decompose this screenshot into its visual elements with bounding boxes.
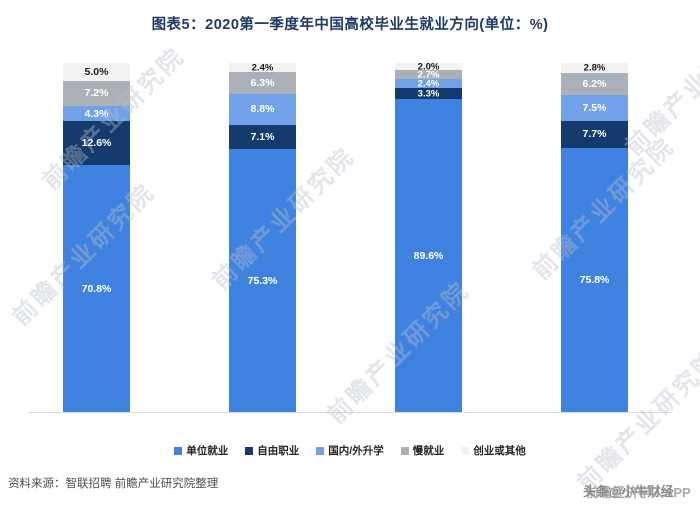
legend-swatch-icon — [461, 446, 470, 455]
value-label: 70.8% — [81, 283, 112, 296]
segment-慢就业: 6.3% — [229, 71, 296, 94]
legend-item-unit-employment: 单位就业 — [174, 443, 228, 458]
value-label: 2.4% — [251, 62, 274, 74]
value-label: 5.0% — [84, 66, 109, 79]
legend-item-startup-other: 创业或其他 — [461, 443, 526, 458]
value-label: 6.3% — [250, 76, 275, 89]
watermark-text: 前瞻经济学人APP — [586, 485, 691, 500]
legend-label: 国内/外升学 — [328, 445, 384, 457]
bar-3: 89.6% 3.3% 2.4% 2.7% 2.0% — [395, 61, 462, 413]
segment-国内/外升学: 2.4% — [395, 78, 462, 90]
value-label: 3.3% — [417, 88, 440, 100]
segment-慢就业: 7.2% — [63, 80, 130, 107]
legend-label: 创业或其他 — [473, 445, 526, 457]
bar-2: 75.3% 7.1% 8.8% 6.3% 2.4% — [229, 62, 296, 413]
value-label: 7.2% — [84, 87, 109, 100]
legend-label: 自由职业 — [257, 445, 300, 457]
legend-label: 慢就业 — [412, 445, 445, 457]
value-label: 7.1% — [250, 131, 275, 144]
legend-swatch-icon — [174, 446, 183, 455]
watermark-text: 头条@小牛财经 — [583, 484, 674, 499]
segment-创业或其他: 5.0% — [63, 63, 130, 81]
value-label: 8.8% — [250, 103, 275, 116]
segment-单位就业: 75.8% — [561, 147, 628, 413]
legend: 单位就业 自由职业 国内/外升学 慢就业 创业或其他 — [0, 443, 700, 458]
value-label: 89.6% — [413, 250, 444, 263]
value-label: 75.8% — [579, 274, 610, 287]
value-label: 12.6% — [81, 137, 112, 150]
value-label: 2.0% — [417, 61, 440, 73]
segment-创业或其他: 2.8% — [561, 62, 628, 74]
legend-item-freelance: 自由职业 — [245, 443, 299, 458]
legend-label: 单位就业 — [186, 445, 229, 457]
x-axis-line — [28, 412, 672, 413]
segment-自由职业: 12.6% — [63, 121, 130, 166]
segment-自由职业: 3.3% — [395, 87, 462, 100]
bar-1: 70.8% 12.6% 4.3% 7.2% 5.0% — [63, 63, 130, 413]
value-label: 75.3% — [247, 275, 278, 288]
legend-swatch-icon — [316, 446, 325, 455]
segment-自由职业: 7.7% — [561, 120, 628, 148]
bottom-right-watermark: 前瞻经济学人APP 头条@小牛财经 — [583, 481, 700, 503]
value-label: 7.7% — [582, 128, 607, 141]
value-label: 4.3% — [84, 107, 109, 120]
segment-慢就业: 6.2% — [561, 72, 628, 95]
legend-item-slow-employment: 慢就业 — [400, 443, 445, 458]
legend-swatch-icon — [400, 446, 409, 455]
value-label: 2.4% — [417, 78, 440, 90]
segment-创业或其他: 2.4% — [229, 62, 296, 74]
segment-单位就业: 89.6% — [395, 99, 462, 413]
source-note: 资料来源：智联招聘 前瞻产业研究院整理 — [8, 478, 219, 490]
segment-创业或其他: 2.0% — [395, 61, 462, 73]
segment-自由职业: 7.1% — [229, 124, 296, 150]
legend-item-further-study: 国内/外升学 — [316, 443, 384, 458]
segment-单位就业: 70.8% — [63, 165, 130, 413]
value-label: 7.5% — [582, 101, 607, 114]
legend-swatch-icon — [245, 446, 254, 455]
segment-慢就业: 2.7% — [395, 69, 462, 81]
value-label: 2.8% — [583, 62, 606, 74]
segment-国内/外升学: 8.8% — [229, 93, 296, 125]
bar-4: 75.8% 7.7% 7.5% 6.2% 2.8% — [561, 62, 628, 413]
segment-国内/外升学: 4.3% — [63, 106, 130, 122]
value-label: 2.7% — [417, 69, 440, 81]
value-label: 6.2% — [582, 77, 607, 90]
segment-单位就业: 75.3% — [229, 149, 296, 413]
chart-title: 图表5：2020第一季度年中国高校毕业生就业方向(单位：%) — [151, 17, 549, 33]
segment-国内/外升学: 7.5% — [561, 94, 628, 121]
